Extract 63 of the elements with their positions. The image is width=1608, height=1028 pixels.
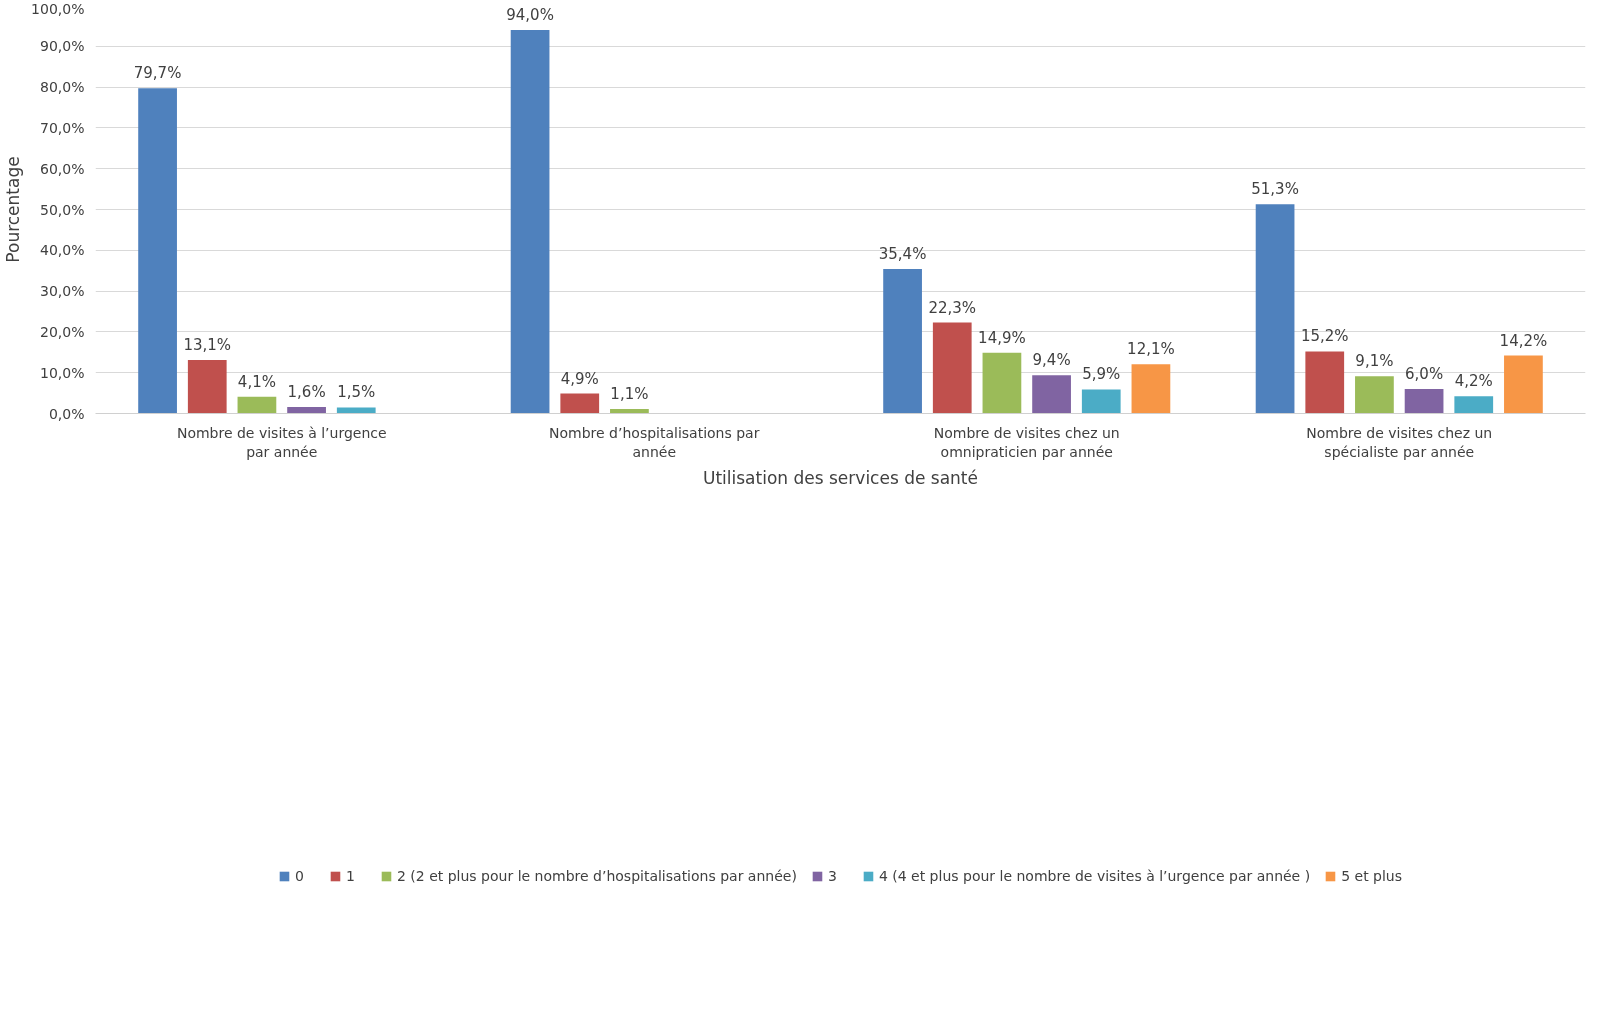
data-label: 14,9% <box>978 328 1026 347</box>
legend-label: 5 et plus <box>1341 868 1403 884</box>
legend-label: 2 (2 et plus pour le nombre d’hospitalisations par année) <box>396 868 797 884</box>
bar <box>883 269 922 414</box>
data-label: 4,9% <box>560 369 599 388</box>
data-label: 15,2% <box>1300 327 1349 346</box>
data-label: 51,3% <box>1251 180 1299 199</box>
legend-label: 4 (4 et plus pour le nombre de visites à l’urgence par année ) <box>878 868 1311 884</box>
bar <box>1131 364 1171 414</box>
bar <box>287 406 326 414</box>
y-tick-label: 10,0% <box>40 364 85 381</box>
y-tick-label: 60,0% <box>40 160 85 177</box>
data-label: 4,1% <box>237 372 276 391</box>
data-label: 13,1% <box>183 336 232 355</box>
y-tick-label: 50,0% <box>40 201 85 218</box>
legend-label: 3 <box>827 868 838 884</box>
y-tick-label: 0,0% <box>48 405 85 422</box>
bar <box>187 360 227 414</box>
bar <box>1504 355 1543 414</box>
bar <box>932 322 972 414</box>
data-label: 14,2% <box>1499 331 1548 350</box>
bar <box>560 393 600 414</box>
data-label: 94,0% <box>506 5 554 24</box>
data-label: 6,0% <box>1405 365 1444 384</box>
x-axis-title: Utilisation des services de santé <box>702 467 979 488</box>
data-label: 9,1% <box>1355 352 1394 371</box>
bar <box>336 407 376 414</box>
y-axis-title: Pourcentage <box>3 156 24 263</box>
bar <box>610 409 649 414</box>
y-tick-label: 100,0% <box>31 0 85 17</box>
data-label: 4,2% <box>1454 372 1493 391</box>
data-label: 22,3% <box>928 298 977 317</box>
data-label: 9,4% <box>1032 351 1071 370</box>
legend-label: 1 <box>345 868 356 884</box>
bar <box>237 396 277 414</box>
bar <box>510 29 550 414</box>
data-label: 1,1% <box>610 385 649 404</box>
x-tick-label: Nombre de visites chez un omnipraticien par année <box>933 424 1120 460</box>
y-tick-label: 90,0% <box>40 38 85 55</box>
y-tick-label: 70,0% <box>40 119 85 136</box>
data-label: 79,7% <box>133 64 182 83</box>
bar <box>1255 204 1295 414</box>
bar <box>1355 376 1394 414</box>
y-tick-label: 20,0% <box>40 323 85 340</box>
y-tick-label: 80,0% <box>40 79 85 96</box>
data-label: 1,5% <box>337 383 376 402</box>
bar <box>1404 389 1444 414</box>
data-label: 35,4% <box>878 245 927 264</box>
data-label: 12,1% <box>1127 340 1175 359</box>
bar <box>138 88 177 414</box>
y-tick-label: 30,0% <box>40 283 85 300</box>
data-label: 1,6% <box>287 382 326 401</box>
y-tick-label: 40,0% <box>40 242 85 259</box>
x-tick-label: Nombre de visites chez un spécialiste par année <box>1306 424 1493 460</box>
legend-label: 0 <box>294 868 305 884</box>
bar <box>1454 396 1494 414</box>
bar <box>982 352 1022 414</box>
data-label: 5,9% <box>1082 365 1121 384</box>
bar <box>1081 389 1121 414</box>
x-tick-label: Nombre d’hospitalisations par année <box>549 424 760 460</box>
x-tick-label: Nombre de visites à l’urgence par année <box>176 424 387 460</box>
bar <box>1305 351 1345 414</box>
bar <box>1032 375 1071 414</box>
